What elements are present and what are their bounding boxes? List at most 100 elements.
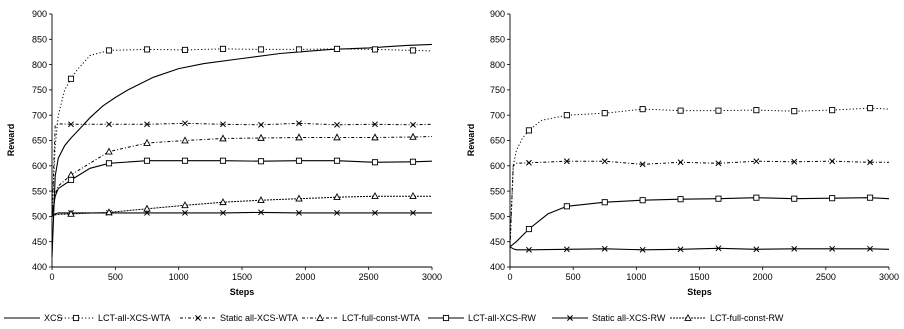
data-point	[639, 246, 646, 253]
series-line-static-all-xcs-wta	[51, 122, 433, 217]
data-point	[601, 245, 608, 252]
data-point	[257, 46, 265, 53]
legend-label: LCT-full-const-WTA	[342, 313, 420, 323]
data-point	[715, 245, 722, 252]
data-point	[677, 107, 684, 114]
data-point	[371, 192, 379, 200]
legend-item-lct-full-const-rw: LCT-full-const-RW	[670, 313, 784, 323]
data-point	[753, 107, 760, 114]
x-tick-label: 3000	[422, 272, 442, 282]
data-point	[143, 138, 151, 146]
data-point	[410, 209, 416, 216]
data-point	[67, 75, 75, 82]
data-point	[601, 110, 608, 117]
series-lct-all-xcs-rw	[509, 194, 890, 248]
y-axis-label: Reward	[6, 124, 16, 157]
data-point	[333, 193, 341, 201]
data-point	[409, 192, 417, 200]
data-point	[295, 133, 303, 141]
legend-item-lct-all-xcs-rw: LCT-all-XCS-RW	[428, 313, 536, 323]
data-point	[181, 201, 189, 209]
data-point	[371, 159, 379, 166]
data-point	[829, 158, 836, 165]
data-point	[639, 106, 646, 113]
data-point	[182, 209, 188, 216]
data-point	[525, 127, 532, 134]
data-point	[295, 157, 303, 164]
data-point	[219, 134, 227, 142]
data-point	[525, 246, 532, 253]
data-point	[67, 170, 75, 178]
data-point	[257, 133, 265, 141]
y-tick-label: 550	[490, 186, 505, 196]
x-tick-label: 1000	[169, 272, 189, 282]
legend-label: Static all-XCS-WTA	[220, 313, 298, 323]
y-tick-label: 700	[32, 110, 47, 120]
data-point	[371, 133, 379, 141]
data-point	[333, 157, 341, 164]
legend-label: LCT-all-XCS-WTA	[98, 313, 170, 323]
y-tick-label: 450	[490, 237, 505, 247]
y-tick-label: 650	[32, 136, 47, 146]
x-tick-label: 2500	[816, 272, 836, 282]
legend-item-xcs: XCS	[4, 313, 63, 323]
data-point	[639, 197, 646, 204]
y-tick-label: 550	[32, 186, 47, 196]
data-point	[68, 121, 74, 128]
series-line-static-all-xcs-wta	[509, 160, 889, 247]
data-point	[753, 194, 760, 201]
x-tick-label: 0	[507, 272, 512, 282]
series-line-static-all-xcs-rw	[509, 246, 890, 251]
y-axis-label: Reward	[466, 124, 476, 157]
data-point	[334, 209, 340, 216]
series-lct-all-xcs-wta	[509, 105, 890, 247]
series-line-lct-all-xcs-rw	[51, 160, 433, 217]
data-point	[867, 159, 874, 166]
legend-item-static-all-xcs-rw: Static all-XCS-RW	[552, 313, 666, 323]
data-point	[181, 157, 189, 164]
data-point	[791, 195, 798, 202]
legend: XCS LCT-all-XCS-WTA Static all-XCS-WTA LCT-…	[4, 313, 784, 323]
data-point	[563, 112, 570, 119]
legend-item-lct-full-const-wta: LCT-full-const-WTA	[302, 313, 420, 323]
y-tick-label: 700	[490, 110, 505, 120]
data-point	[563, 158, 570, 165]
legend-marker	[72, 314, 80, 322]
x-tick-label: 0	[49, 272, 54, 282]
y-tick-label: 900	[32, 9, 47, 19]
legend-label: LCT-all-XCS-RW	[468, 313, 536, 323]
y-tick-label: 850	[490, 35, 505, 45]
data-point	[525, 159, 532, 166]
data-point	[677, 196, 684, 203]
right-chart: 400 450 500 550 600 650 700 750 800 850 900 0 500 100…	[466, 9, 899, 297]
data-point	[220, 121, 226, 128]
data-point	[791, 245, 798, 252]
x-axis-label: Steps	[687, 287, 712, 297]
series-lct-full-const-rw	[51, 192, 432, 217]
legend-marker	[316, 313, 324, 321]
data-point	[677, 246, 684, 253]
series-static-all-xcs-rw	[509, 245, 890, 253]
y-tick-label: 600	[32, 161, 47, 171]
data-point	[67, 176, 75, 184]
data-point	[257, 158, 265, 165]
x-tick-label: 2500	[359, 272, 379, 282]
data-point	[829, 245, 836, 252]
x-axis-label: Steps	[230, 287, 255, 297]
data-point	[106, 121, 112, 128]
data-point	[715, 160, 722, 167]
data-point	[753, 246, 760, 253]
data-point	[105, 147, 113, 155]
data-point	[601, 199, 608, 206]
legend-marker	[442, 314, 450, 322]
series-lct-all-xcs-rw	[51, 157, 433, 217]
y-tick-label: 450	[32, 237, 47, 247]
data-point	[143, 46, 151, 53]
data-point	[296, 120, 302, 127]
left-chart: 400 450 500 550 600 650 700 750 800 850 900 0 500 100…	[6, 9, 442, 297]
y-tick-label: 800	[32, 60, 47, 70]
legend-label: Static all-XCS-RW	[592, 313, 666, 323]
data-point	[372, 121, 378, 128]
series-static-all-xcs-wta	[51, 120, 433, 217]
data-point	[219, 157, 227, 164]
